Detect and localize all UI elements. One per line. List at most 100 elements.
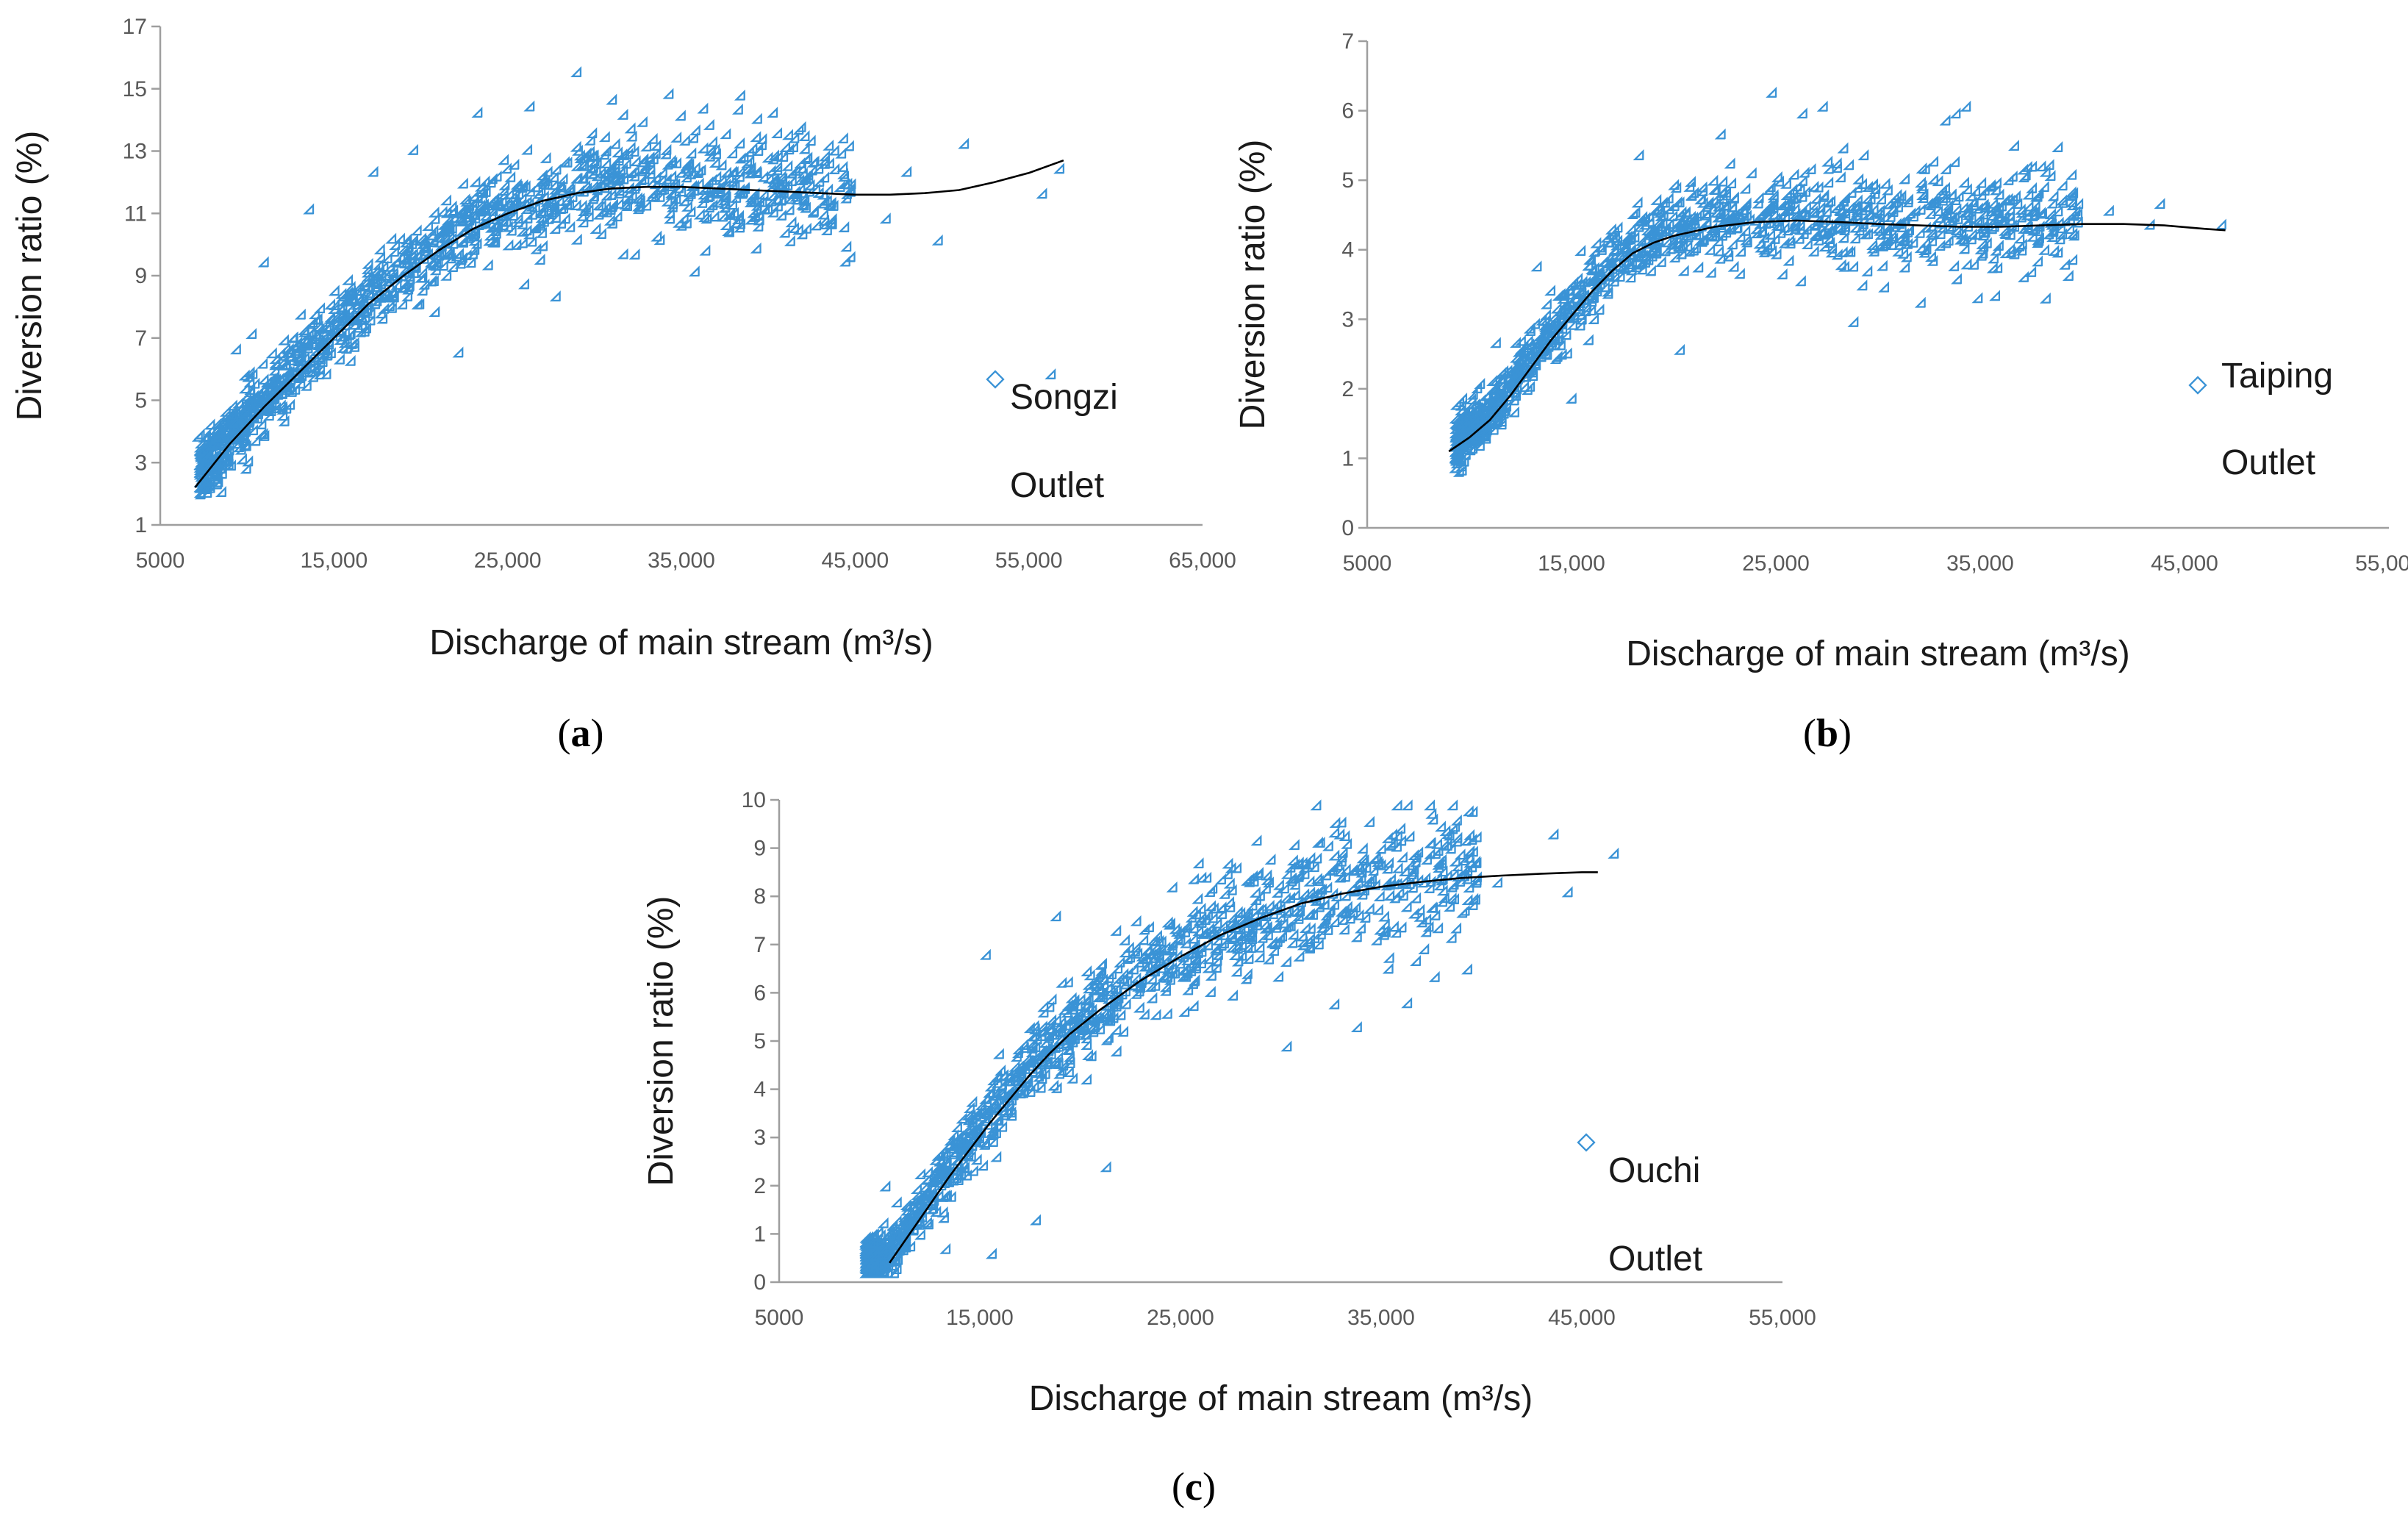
data-point — [798, 199, 809, 211]
data-point — [1991, 262, 2003, 273]
data-point — [219, 405, 231, 417]
data-point — [1740, 234, 1752, 246]
data-point — [1550, 302, 1562, 314]
data-point — [634, 195, 645, 207]
data-point — [1824, 225, 1835, 236]
data-point — [1806, 205, 1818, 217]
data-point — [2031, 190, 2043, 202]
data-point — [837, 168, 848, 179]
data-point — [1004, 1071, 1016, 1083]
data-point — [812, 187, 824, 198]
data-point — [1917, 192, 1929, 203]
scatter-series — [191, 66, 1065, 500]
data-point — [553, 179, 565, 191]
data-point — [373, 243, 385, 255]
data-point — [1668, 226, 1680, 237]
data-point — [881, 1267, 893, 1278]
data-point — [1110, 1023, 1122, 1035]
data-point — [1780, 177, 1791, 189]
data-point — [1971, 292, 1983, 304]
data-point — [508, 158, 520, 170]
data-point — [1371, 856, 1383, 868]
data-point — [2046, 197, 2057, 209]
data-point — [401, 290, 413, 301]
data-point — [756, 139, 767, 151]
data-point — [1391, 799, 1402, 811]
data-point — [1608, 847, 1619, 859]
data-point — [1871, 222, 1883, 234]
data-point — [2021, 223, 2032, 234]
data-point — [1383, 856, 1394, 868]
data-point — [587, 157, 598, 168]
data-point — [796, 198, 808, 210]
data-point — [214, 426, 226, 437]
data-point — [336, 301, 348, 312]
data-point — [1448, 893, 1460, 904]
data-point — [240, 462, 251, 474]
data-point — [1726, 201, 1738, 212]
data-point — [1094, 1023, 1106, 1034]
data-point — [1463, 881, 1474, 893]
data-point — [284, 398, 295, 410]
data-point — [1814, 225, 1826, 237]
data-point — [683, 158, 695, 170]
data-point — [1466, 806, 1478, 817]
data-point — [498, 154, 509, 165]
data-point — [817, 154, 829, 166]
data-point — [771, 127, 783, 139]
data-point — [1544, 285, 1556, 296]
data-point — [1450, 451, 1461, 463]
data-point — [519, 180, 531, 192]
data-point — [516, 237, 528, 248]
data-point — [967, 1165, 978, 1176]
data-point — [687, 132, 698, 143]
data-point — [1659, 245, 1671, 257]
data-point — [506, 197, 518, 209]
data-point — [1195, 912, 1207, 923]
data-point — [1999, 247, 2011, 259]
data-point — [1341, 901, 1352, 912]
data-point — [2052, 246, 2063, 258]
data-point — [1653, 204, 1665, 216]
data-point — [580, 147, 592, 159]
data-point — [1697, 234, 1709, 246]
data-point — [1048, 1029, 1060, 1040]
data-point — [1642, 210, 1654, 222]
data-point — [792, 124, 804, 135]
data-point — [1209, 943, 1221, 954]
data-point — [1377, 925, 1389, 937]
data-point — [1801, 238, 1813, 250]
data-point — [1355, 871, 1366, 883]
data-point — [355, 313, 367, 325]
data-point — [1100, 1161, 1111, 1173]
data-point — [1593, 304, 1605, 315]
data-point — [1320, 869, 1331, 881]
data-point — [1239, 906, 1251, 918]
data-point — [1904, 207, 1916, 219]
data-point — [783, 204, 795, 215]
data-point — [787, 141, 798, 153]
data-point — [1318, 898, 1330, 910]
data-point — [252, 394, 264, 405]
data-point — [1838, 232, 1849, 243]
data-point — [1835, 259, 1846, 271]
data-point — [1103, 972, 1114, 984]
data-point — [1136, 950, 1147, 962]
data-point — [836, 160, 848, 172]
data-point — [750, 131, 762, 143]
data-point — [1536, 329, 1548, 341]
data-point — [1147, 951, 1159, 963]
data-point — [1166, 939, 1178, 951]
data-point — [1279, 892, 1291, 904]
data-point — [1185, 911, 1197, 923]
data-point — [1975, 249, 1987, 261]
data-point — [922, 1218, 934, 1230]
data-point — [248, 377, 260, 389]
data-point — [1978, 185, 1990, 196]
data-point — [1763, 217, 1774, 229]
data-point — [1020, 1053, 1032, 1065]
data-point — [1521, 362, 1533, 373]
data-point — [1927, 173, 1938, 185]
data-point — [1976, 237, 1988, 249]
data-point — [1054, 1022, 1066, 1034]
